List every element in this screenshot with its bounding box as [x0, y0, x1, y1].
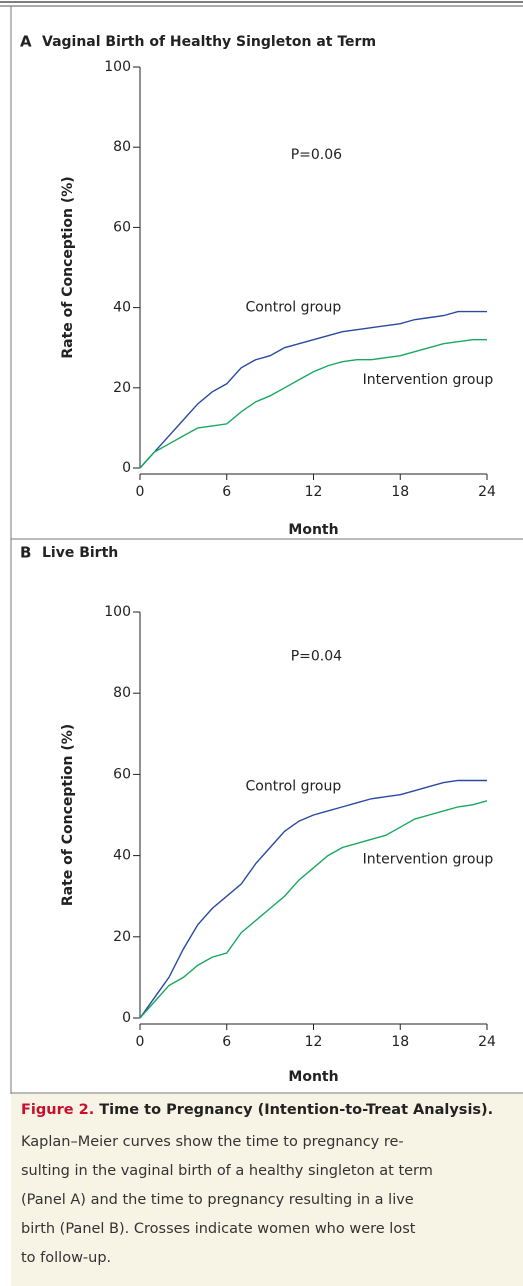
x-tick-label: 6 [222, 1034, 231, 1050]
annotation: Intervention group [363, 372, 494, 388]
y-tick-label: 80 [113, 139, 131, 155]
caption-title-text: Time to Pregnancy (Intention-to-Treat An… [99, 1102, 494, 1118]
x-tick-label: 24 [478, 484, 496, 500]
km-curve [139, 779, 487, 1019]
y-tick-label: 100 [104, 59, 131, 75]
panel-title: Vaginal Birth of Healthy Singleton at Te… [42, 34, 376, 50]
x-tick-label: 18 [391, 1034, 409, 1050]
x-tick-label: 0 [136, 484, 145, 500]
caption: Figure 2. Time to Pregnancy (Intention-t… [11, 1094, 523, 1286]
x-tick-label: 12 [305, 1034, 323, 1050]
y-axis-label: Rate of Conception (%) [60, 724, 76, 906]
caption-line: birth (Panel B). Crosses indicate women … [21, 1221, 416, 1237]
charts: A Vaginal Birth of Healthy Singleton at T… [0, 1, 523, 1094]
y-tick-label: 0 [122, 1010, 131, 1026]
annotation: P=0.04 [291, 649, 342, 665]
panel-label: A [20, 33, 32, 51]
y-tick-label: 80 [113, 685, 131, 701]
y-tick-label: 20 [113, 929, 131, 945]
km-curve [139, 310, 487, 469]
caption-label: Figure 2. [21, 1102, 95, 1118]
caption-title: Figure 2. Time to Pregnancy (Intention-t… [21, 1102, 523, 1118]
x-tick-label: 12 [305, 484, 323, 500]
y-tick-label: 40 [113, 848, 131, 864]
caption-line: Kaplan–Meier curves show the time to pre… [21, 1134, 404, 1150]
caption-line: (Panel A) and the time to pregnancy resu… [21, 1192, 414, 1208]
caption-line: sulting in the vaginal birth of a health… [21, 1163, 433, 1179]
y-tick-label: 100 [104, 604, 131, 620]
y-axis-label: Rate of Conception (%) [60, 176, 76, 358]
annotation: Control group [246, 300, 342, 316]
y-tick-label: 60 [113, 766, 131, 782]
panel-title: Live Birth [42, 545, 118, 561]
y-tick-label: 40 [113, 300, 131, 316]
annotation: Intervention group [363, 852, 494, 868]
annotation: Control group [246, 779, 342, 795]
x-tick-label: 0 [136, 1034, 145, 1050]
y-tick-label: 20 [113, 380, 131, 396]
x-axis-label: Month [288, 1069, 338, 1085]
km-curve [139, 338, 487, 469]
km-curve [139, 800, 488, 1019]
y-tick-label: 60 [113, 219, 131, 235]
x-tick-label: 18 [391, 484, 409, 500]
panel-label: B [20, 544, 31, 562]
annotation: P=0.06 [291, 147, 342, 163]
y-tick-label: 0 [122, 460, 131, 476]
caption-line: to follow-up. [21, 1250, 112, 1266]
x-tick-label: 6 [222, 484, 231, 500]
x-axis-label: Month [288, 522, 338, 538]
x-tick-label: 24 [478, 1034, 496, 1050]
